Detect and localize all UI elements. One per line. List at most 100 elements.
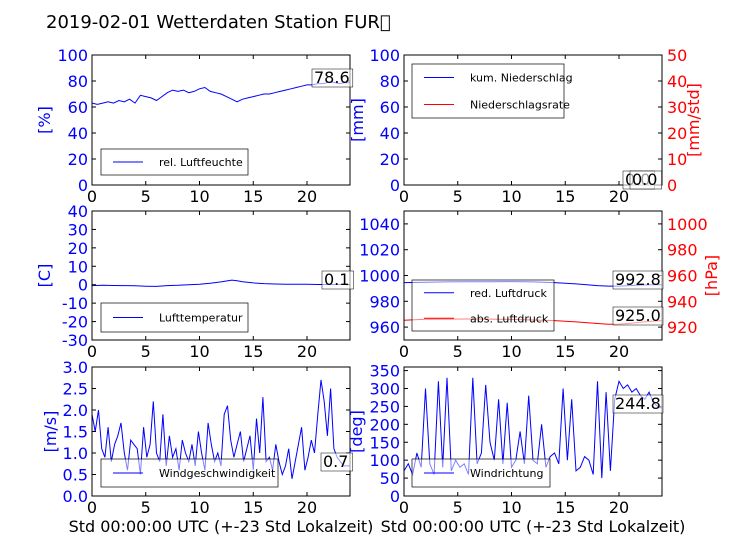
y-axis-label: [mm] <box>348 98 367 142</box>
value-box <box>612 394 664 414</box>
x-tick-label: 20 <box>609 498 629 517</box>
value-text: 0.7 <box>323 452 348 471</box>
y-tick-label: 0.5 <box>63 466 88 485</box>
y-tick-label: 40 <box>68 124 88 143</box>
series-line-1 <box>92 279 350 287</box>
x-tick-label: 15 <box>555 187 575 206</box>
y-tick-label: 10 <box>68 257 88 276</box>
y-tick-label: 2.5 <box>63 380 88 399</box>
y-tick-label: -10 <box>62 294 88 313</box>
x-tick-label: 15 <box>555 342 575 361</box>
y-tick-label: 1020 <box>359 241 400 260</box>
legend-box <box>411 63 565 119</box>
x-tick-label: 15 <box>555 498 575 517</box>
y-tick-label: 2.0 <box>63 401 88 420</box>
x-tick-label: 5 <box>141 187 151 206</box>
last-value-label: 925.0 <box>612 306 664 326</box>
y-right-tick-label: 920 <box>667 318 698 337</box>
legend-label: abs. Luftdruck <box>470 312 549 325</box>
y-right-tick-label: 20 <box>667 124 687 143</box>
x-tick-label: 10 <box>189 342 209 361</box>
axes-frame <box>403 366 663 497</box>
legend-label: kum. Niederschlag <box>470 72 573 85</box>
y-tick-label: 40 <box>68 202 88 221</box>
x-tick-label: 10 <box>189 498 209 517</box>
y-tick-label: 0 <box>78 176 88 195</box>
x-tick-label: 5 <box>453 187 463 206</box>
legend-label: red. Luftdruck <box>470 287 547 300</box>
plot-area <box>92 81 350 105</box>
value-box <box>311 68 354 88</box>
y-tick-label: 100 <box>369 451 400 470</box>
value-box <box>321 270 354 290</box>
y-tick-label: 200 <box>369 415 400 434</box>
y-tick-label: 60 <box>68 98 88 117</box>
last-value-label: 78.6 <box>311 68 354 88</box>
last-value-label: 244.8 <box>612 394 664 414</box>
legend: Windrichtung <box>411 458 551 488</box>
y-tick-label: 350 <box>369 362 400 381</box>
value-box <box>612 306 664 326</box>
x-tick-label: 20 <box>297 498 317 517</box>
y-tick-label: 60 <box>380 98 400 117</box>
y-tick-label: 0 <box>390 176 400 195</box>
y-tick-label: 980 <box>369 292 400 311</box>
legend: red. Luftdruck abs. Luftdruck <box>411 279 555 332</box>
x-tick-label: 10 <box>501 187 521 206</box>
x-tick-label: 10 <box>189 187 209 206</box>
y-right-tick-label: 30 <box>667 98 687 117</box>
y-tick-label: 0 <box>390 487 400 506</box>
y-tick-label: 1040 <box>359 215 400 234</box>
y-tick-label: -20 <box>62 313 88 332</box>
legend-label: Niederschlagsrate <box>470 99 570 112</box>
x-tick-label: 20 <box>609 187 629 206</box>
x-tick-label: 10 <box>501 342 521 361</box>
legend-label: Windrichtung <box>470 467 543 480</box>
value-text: 244.8 <box>615 394 661 413</box>
y-right-tick-label: 10 <box>667 150 687 169</box>
y-axis-label-right: [hPa] <box>702 255 721 296</box>
y-right-tick-label: 0 <box>667 176 677 195</box>
chart-panel-humidity: 0 5 10 15 20 0 20 40 60 80 100 [%] rel. Luftfeuchte 7… <box>35 46 354 206</box>
y-tick-label: 30 <box>68 220 88 239</box>
y-right-tick-label: 980 <box>667 241 698 260</box>
x-tick-label: 0 <box>399 342 409 361</box>
y-axis-label: [m/s] <box>41 411 60 453</box>
legend-label: Windgeschwindigkeit <box>159 467 276 480</box>
x-tick-label: 0 <box>87 498 97 517</box>
y-right-tick-label: 40 <box>667 72 687 91</box>
last-value-label: 0.7 <box>320 452 353 472</box>
y-tick-label: -30 <box>62 331 88 350</box>
y-tick-label: 20 <box>68 239 88 258</box>
last-value-label: 0.1 <box>321 270 354 290</box>
y-right-tick-label: 940 <box>667 292 698 311</box>
x-tick-label: 10 <box>501 498 521 517</box>
y-tick-label: 80 <box>380 72 400 91</box>
chart-panel-precipitation: 0 5 10 15 20 0 20 40 60 80 100 0 10 20 30 40 50 [mm] [mm/s… <box>348 46 703 206</box>
plot-area <box>92 279 350 287</box>
value-text: 925.0 <box>615 306 661 325</box>
legend: rel. Luftfeuchte <box>100 148 249 176</box>
series-line-1 <box>92 81 350 105</box>
y-tick-label: 250 <box>369 397 400 416</box>
y-tick-label: 1.0 <box>63 444 88 463</box>
x-tick-label: 20 <box>609 342 629 361</box>
y-tick-label: 0.0 <box>63 487 88 506</box>
x-tick-label: 0 <box>87 187 97 206</box>
y-right-tick-label: 50 <box>667 46 687 65</box>
y-tick-label: 3.0 <box>63 358 88 377</box>
legend: Lufttemperatur <box>100 302 249 333</box>
y-axis-label: [deg] <box>347 410 366 453</box>
y-tick-label: 100 <box>369 46 400 65</box>
x-tick-label: 15 <box>243 498 263 517</box>
y-tick-label: 50 <box>380 469 400 488</box>
x-tick-label: 0 <box>399 498 409 517</box>
y-right-tick-label: 1000 <box>667 215 708 234</box>
axes-frame <box>91 54 351 186</box>
y-tick-label: 150 <box>369 433 400 452</box>
y-axis-label: [%] <box>35 106 54 134</box>
x-tick-label: 15 <box>243 187 263 206</box>
value-text: 0.0 <box>632 170 657 189</box>
x-tick-label: 15 <box>243 342 263 361</box>
